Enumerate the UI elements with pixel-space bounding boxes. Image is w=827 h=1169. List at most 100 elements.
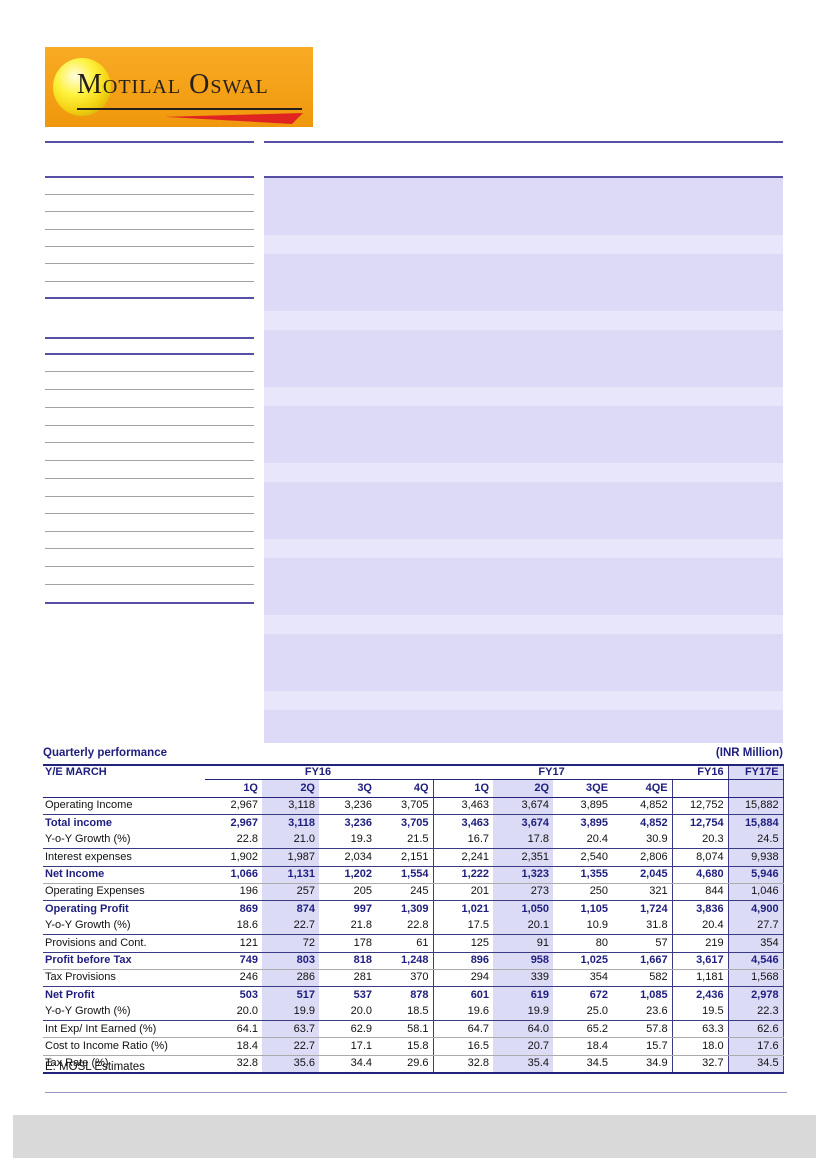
value-cell: 20.0 [319,1003,376,1022]
row-label-cell: Total income [45,816,113,829]
value-cell: 1,181 [672,969,729,988]
value-cell: 3,236 [319,797,376,816]
table-row: Net Profit 503 517 537 878 601 619 672 1,085 2,43… [43,986,784,1004]
redacted-line-gray [45,246,254,247]
table-row: Operating Profit 869 874 997 1,309 1,021 1,050… [43,900,784,918]
value-cell: 30.9 [612,831,673,850]
table-unit-label: (INR Million) [715,747,783,759]
value-cell: 582 [612,969,673,988]
row-label-cell: Y-o-Y Growth (%) [43,1003,205,1022]
value-cell: 18.5 [376,1003,434,1022]
value-cell: 273 [493,883,554,902]
value-cell: 64.7 [433,1020,494,1039]
redacted-line-gray [45,548,254,549]
footer-block [13,1115,816,1158]
value-cell: 3,674 [493,814,554,832]
quarter-header-cell: 4Q [376,779,434,798]
value-cell: 34.5 [728,1055,784,1075]
value-cell: 958 [493,952,554,970]
redacted-line-purple [264,141,783,143]
value-cell: 18.4 [205,1037,262,1056]
value-cell: 18.4 [553,1037,613,1056]
value-cell: 874 [262,900,319,918]
value-cell: 3,236 [344,816,372,829]
value-cell: 34.5 [553,1055,613,1075]
value-cell: 20.7 [493,1037,554,1056]
redacted-line-purple [45,297,254,299]
value-cell: 22.7 [262,1037,319,1056]
value-cell: 21.5 [376,831,434,850]
value-cell: 19.9 [262,1003,319,1022]
redacted-line-gray [45,371,254,372]
value-cell: 65.2 [553,1020,613,1039]
value-cell: 20.4 [672,917,729,936]
table-row: Y-o-Y Growth (%) 22.8 21.0 19.3 21.5 16.7 17.8… [43,831,784,850]
row-label-cell: Operating Profit [45,902,129,915]
value-cell: 2,034 [319,848,376,867]
value-cell: 2,967 [205,797,262,816]
value-cell: 246 [205,969,262,988]
row-label-cell: Net Income [43,866,205,884]
value-cell: 72 [262,934,319,953]
value-cell: 3,118 [262,797,319,816]
value-cell: 537 [353,988,372,1001]
value-cell: 1,066 [205,866,262,884]
redacted-line-gray [45,211,254,212]
value-cell: 354 [553,969,613,988]
value-cell: 1,309 [376,900,434,918]
value-cell: 3,895 [580,816,609,829]
value-cell: 3,463 [433,797,494,816]
value-cell: 2,351 [493,848,554,867]
value-cell: 19.6 [433,1003,494,1022]
value-cell: 281 [319,969,376,988]
value-cell: 17.1 [319,1037,376,1056]
value-cell: 1,085 [612,986,673,1004]
value-cell: 749 [205,952,262,970]
quarter-header-cell: 2Q [493,779,554,798]
redacted-line-gray [45,281,254,282]
value-cell: 1,568 [728,969,784,988]
redacted-chart-block [264,178,783,743]
value-cell: 2,978 [728,986,784,1004]
value-cell: 19.5 [672,1003,729,1022]
value-cell: 219 [672,934,729,953]
value-cell: 844 [672,883,729,902]
value-cell: 18.0 [672,1037,729,1056]
redacted-line-purple [45,602,254,604]
value-cell: 4,680 [672,866,729,884]
value-cell: 1,724 [612,900,673,918]
value-cell: 2,436 [672,986,729,1004]
value-cell: 1,025 [553,952,613,970]
table-row: Provisions and Cont. 121 72 178 61 125 91 80 57 2… [43,934,784,953]
fy17e-annual-header: FY17E [728,765,784,780]
row-label-cell: Cost to Income Ratio (%) [43,1037,205,1056]
value-cell: 869 [239,902,258,915]
table-row: Int Exp/ Int Earned (%) 64.1 63.7 62.9 58.1 6… [43,1020,784,1039]
value-cell: 2,806 [612,848,673,867]
redacted-line-gray [45,460,254,461]
row-label-cell: Provisions and Cont. [43,934,205,953]
value-cell: 27.7 [728,917,784,936]
redacted-line-gray [45,425,254,426]
table-footnote: E: MOSL Estimates [45,1061,145,1073]
value-cell: 370 [376,969,434,988]
quarter-header-cell: 1Q [433,779,494,798]
value-cell: 15,884 [728,814,784,832]
table-row: Operating Income 2,967 3,118 3,236 3,705 3,46… [43,797,784,816]
value-cell: 64.0 [493,1020,554,1039]
value-cell: 1,105 [580,902,609,915]
quarter-header-row: 1Q 2Q 3Q 4Q 1Q 2Q 3QE 4QE [43,779,784,798]
row-label-cell: Y-o-Y Growth (%) [43,917,205,936]
value-cell: 803 [262,952,319,970]
value-cell: 294 [433,969,494,988]
redacted-line-gray [45,229,254,230]
value-cell: 1,248 [376,952,434,970]
value-cell: 1,554 [376,866,434,884]
value-cell: 517 [262,986,319,1004]
value-cell: 339 [493,969,554,988]
logo-swoosh-icon [165,113,303,124]
value-cell: 35.4 [493,1055,554,1075]
value-cell: 1,355 [553,866,613,884]
value-cell: 245 [376,883,434,902]
divider-line [45,1092,787,1093]
